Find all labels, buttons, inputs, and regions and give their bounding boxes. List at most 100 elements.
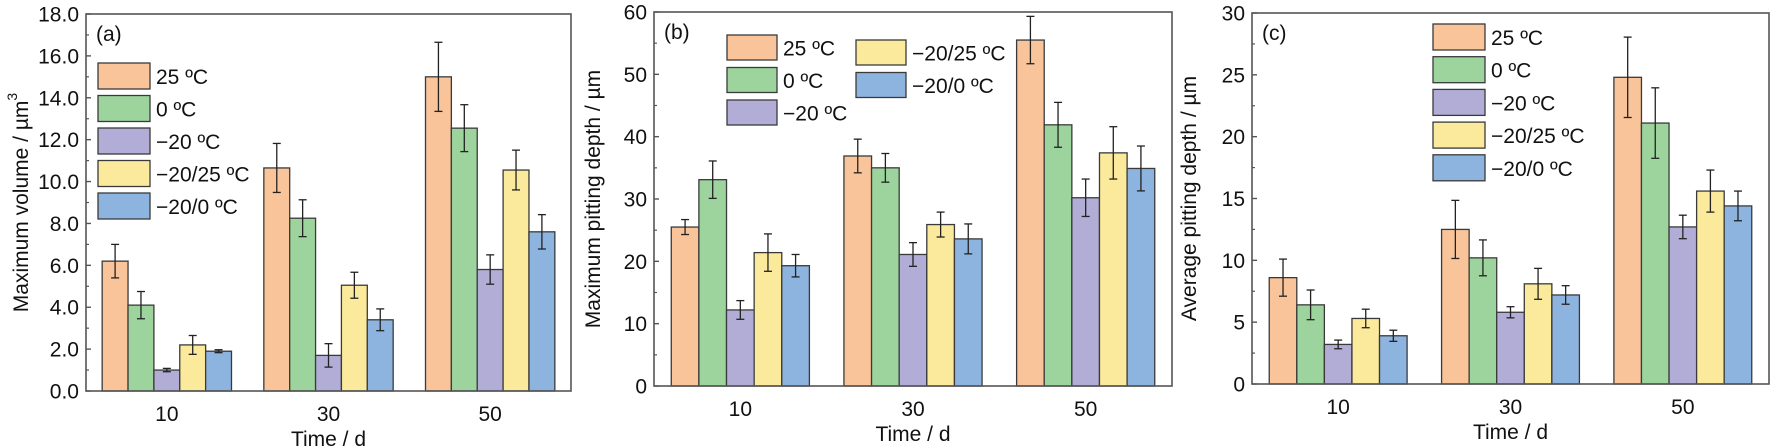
error-bar (1623, 36, 1632, 119)
legend: 25 ºC 0 ºC −20 ºC −20/25 ºC −20/0 ºC (726, 34, 1006, 126)
y-axis-title: Average pitting depth / µm (1178, 76, 1201, 321)
panel-label: (b) (664, 21, 690, 44)
bar (1098, 152, 1128, 387)
x-tick-label: 30 (901, 398, 924, 421)
bar (1468, 257, 1498, 385)
bar (1496, 311, 1525, 385)
bar (424, 76, 453, 392)
error-bar (1478, 239, 1487, 277)
error-bar (1561, 285, 1570, 305)
x-axis-title: Time / d (875, 423, 950, 446)
error-bar (1109, 126, 1118, 180)
error-bar (853, 138, 862, 174)
legend-swatch (97, 192, 151, 220)
bar (926, 223, 956, 387)
y-tick-label: 60 (624, 2, 647, 25)
legend-item: −20 ºC (97, 127, 220, 155)
y-tick-label: 5 (1233, 312, 1245, 335)
bar (1126, 167, 1156, 387)
error-bar (1651, 87, 1660, 159)
legend-item: −20 ºC (726, 99, 847, 126)
error-bar (1733, 190, 1742, 222)
y-axis-title: Maximum volume / µm3 (4, 93, 33, 313)
error-bar (964, 223, 973, 255)
legend: 25 ºC 0 ºC −20 ºC −20/25 ºC −20/0 ºC (1432, 23, 1585, 182)
bar (898, 253, 928, 387)
bar (1613, 76, 1643, 385)
bar (953, 238, 983, 387)
bar (1551, 294, 1581, 385)
y-tick-label: 14.0 (38, 87, 79, 110)
error-bar (791, 253, 800, 278)
error-bar (272, 142, 281, 194)
bar (698, 179, 728, 387)
bar (753, 251, 783, 387)
bar (101, 260, 129, 392)
y-axis-title-text: Maximum pitting depth / µm (582, 70, 605, 328)
error-bar (1389, 329, 1398, 342)
legend-swatch (1432, 88, 1486, 117)
legend-swatch (97, 94, 151, 123)
bar (843, 155, 873, 387)
bar (289, 217, 317, 392)
legend-swatch (1432, 56, 1486, 84)
error-bar (162, 367, 171, 373)
error-bar (111, 243, 120, 279)
legend-label: 25 ºC (783, 38, 835, 61)
legend-label: 0 ºC (783, 70, 823, 93)
bar (502, 169, 530, 392)
y-tick-label: 40 (624, 126, 647, 149)
y-tick-label: 8.0 (50, 213, 79, 236)
legend-label: −20/25 ºC (912, 43, 1006, 66)
legend-label: 0 ºC (156, 99, 196, 122)
legend-swatch (855, 39, 907, 66)
bar (263, 167, 291, 392)
bar (1668, 226, 1698, 385)
bar (870, 167, 900, 387)
error-bar (1451, 199, 1460, 260)
y-tick-label: 10.0 (38, 171, 79, 194)
y-tick-label: 10 (1222, 250, 1245, 273)
error-bar (324, 343, 333, 368)
error-bar (434, 41, 443, 113)
bar (1378, 335, 1408, 385)
legend-label: −20 ºC (1491, 92, 1555, 115)
error-bar (1361, 308, 1370, 329)
legend-item: 0 ºC (726, 66, 823, 94)
error-bar (537, 213, 546, 250)
bar (476, 268, 504, 392)
legend-swatch (97, 159, 151, 188)
x-axis-title: Time / d (291, 428, 366, 447)
bar (1015, 39, 1045, 387)
panel-label: (a) (96, 23, 122, 46)
bar (725, 309, 755, 387)
legend-swatch (726, 99, 778, 126)
legend-label: −20 ºC (783, 103, 847, 126)
error-bar (936, 211, 945, 238)
bar (450, 127, 478, 392)
legend-item: −20 ºC (1432, 88, 1555, 117)
error-bar (881, 152, 890, 183)
y-tick-label: 0 (635, 376, 647, 399)
error-bar (736, 299, 745, 320)
error-bar (486, 254, 495, 285)
legend-item: 25 ºC (726, 34, 835, 61)
panel-label: (c) (1262, 22, 1287, 45)
x-axis-title: Time / d (1473, 421, 1548, 444)
legend-swatch (1432, 121, 1486, 149)
panel-a: 0.0 2.0 4.0 6.0 8.0 10.0 12.0 14.0 16.0 18.0 10 30 5… (4, 4, 572, 447)
bar (1323, 343, 1353, 385)
legend-swatch (1432, 23, 1486, 51)
error-bar (188, 334, 197, 355)
legend-swatch (726, 34, 778, 61)
panel-b: 0 10 20 30 40 50 60 10 30 50 Time / d Maximum pitti… (582, 2, 1173, 446)
panel-c: 0 5 10 15 20 25 30 10 30 50 Time / d Average pittin… (1178, 3, 1770, 444)
y-axis-title-text: Average pitting depth / µm (1178, 76, 1201, 321)
bar (781, 265, 811, 387)
error-bar (350, 271, 359, 299)
legend-item: −20/25 ºC (97, 159, 250, 188)
x-tick-label: 50 (1671, 396, 1694, 419)
error-bar (1081, 178, 1090, 218)
legend-swatch (97, 62, 151, 90)
